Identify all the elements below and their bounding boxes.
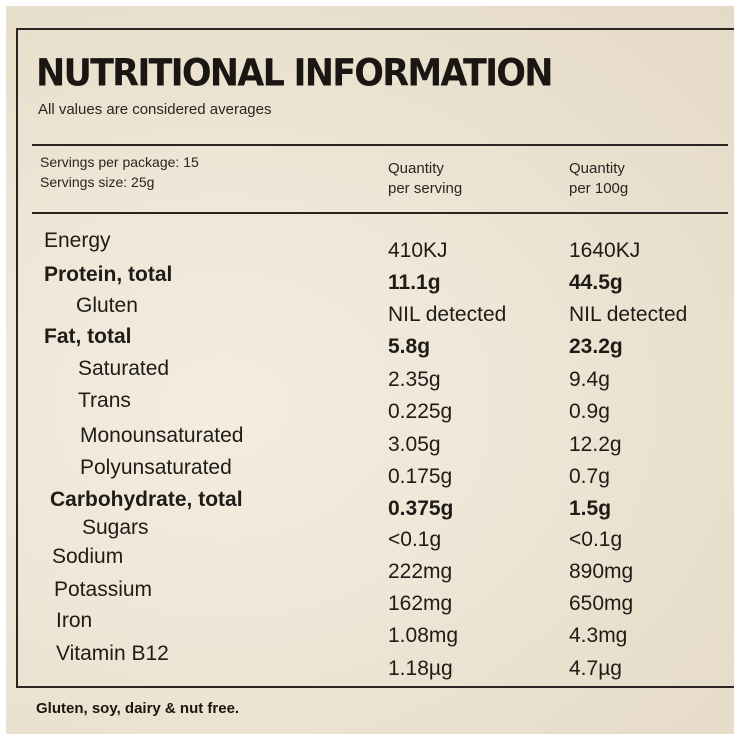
serving-size: Servings size: 25g	[40, 174, 155, 190]
nutrient-value-per-serving: 410KJ	[388, 239, 448, 262]
nutrient-value-per-100g: 4.7µg	[569, 657, 622, 680]
nutrient-label: Trans	[78, 389, 131, 412]
nutrient-value-per-serving: 1.18µg	[388, 657, 453, 680]
divider-header	[32, 212, 728, 214]
serving-info: Servings per package: 15 Servings size: …	[40, 152, 199, 192]
panel-subtitle: All values are considered averages	[38, 101, 272, 118]
nutrient-value-per-serving: 162mg	[388, 592, 453, 615]
nutrient-value-per-100g: 44.5g	[569, 271, 623, 294]
nutrient-value-per-100g: 0.7g	[569, 465, 610, 488]
nutrient-value-per-serving: 0.175g	[388, 465, 453, 488]
nutrient-value-per-serving: 3.05g	[388, 433, 441, 456]
nutrient-label: Sodium	[52, 545, 124, 568]
column-header-per-100g: Quantity per 100g	[569, 160, 629, 197]
nutrient-label: Saturated	[78, 357, 170, 380]
allergen-statement: Gluten, soy, dairy & nut free.	[36, 700, 240, 717]
nutrient-value-per-100g: NIL detected	[569, 303, 688, 326]
nutrient-value-per-serving: 222mg	[388, 560, 453, 583]
nutrient-label: Polyunsaturated	[80, 456, 232, 479]
divider-top	[32, 144, 728, 146]
panel-title: NUTRITIONAL INFORMATION	[36, 52, 554, 96]
nutrient-label: Iron	[56, 609, 93, 632]
servings-per-package: Servings per package: 15	[40, 154, 199, 170]
nutrient-value-per-100g: 890mg	[569, 560, 634, 583]
package-background: NUTRITIONAL INFORMATION All values are c…	[6, 6, 734, 734]
nutrient-label: Energy	[44, 229, 111, 252]
nutrient-value-per-100g: 4.3mg	[569, 624, 628, 647]
nutrient-label: Sugars	[82, 516, 149, 539]
nutrient-value-per-100g: 650mg	[569, 592, 634, 615]
nutrient-value-per-serving: NIL detected	[388, 303, 507, 326]
nutrient-value-per-100g: 23.2g	[569, 335, 623, 358]
nutrition-panel-frame	[16, 28, 734, 688]
nutrient-value-per-100g: 12.2g	[569, 433, 622, 456]
nutrient-value-per-serving: 0.225g	[388, 400, 453, 423]
nutrient-value-per-100g: <0.1g	[569, 528, 623, 551]
column-header-per-serving: Quantity per serving	[388, 160, 463, 197]
nutrient-value-per-serving: 2.35g	[388, 368, 441, 391]
nutrient-label: Vitamin B12	[56, 642, 169, 665]
nutrient-value-per-serving: 0.375g	[388, 497, 454, 520]
nutrient-value-per-serving: <0.1g	[388, 528, 442, 551]
nutrient-value-per-100g: 1.5g	[569, 497, 612, 520]
nutrient-value-per-100g: 1640KJ	[569, 239, 641, 262]
nutrient-value-per-100g: 9.4g	[569, 368, 610, 391]
nutrient-label: Potassium	[54, 578, 153, 601]
nutrient-value-per-serving: 5.8g	[388, 335, 431, 358]
nutrient-label: Protein, total	[44, 263, 173, 286]
nutrient-value-per-100g: 0.9g	[569, 400, 610, 423]
nutrient-label: Gluten	[76, 294, 138, 317]
nutrient-label: Carbohydrate, total	[50, 488, 243, 511]
nutrient-label: Monounsaturated	[80, 424, 244, 447]
nutrient-label: Fat, total	[44, 325, 132, 348]
nutrient-value-per-serving: 1.08mg	[388, 624, 459, 647]
nutrient-value-per-serving: 11.1g	[388, 271, 441, 294]
